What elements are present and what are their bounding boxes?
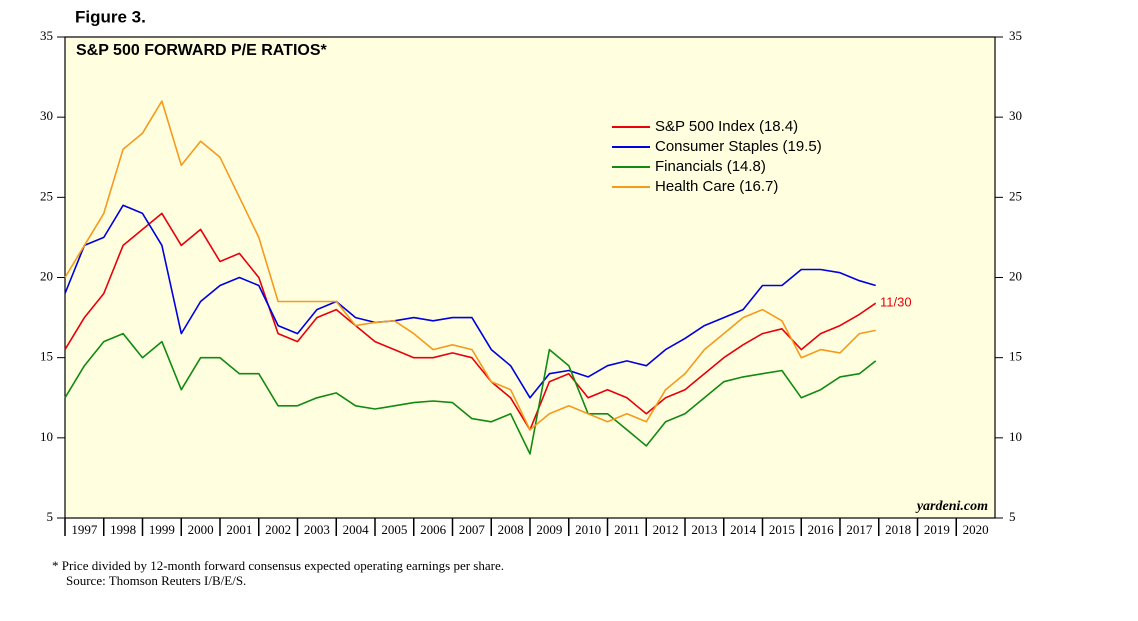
y-tick-label: 15 [40,349,53,364]
series-line [64,332,877,455]
legend-label: Health Care (16.7) [655,178,778,195]
y2-tick-label: 30 [1009,108,1022,123]
x-tick-label: 2016 [808,522,835,537]
y2-tick-label: 25 [1009,188,1022,203]
series-line [64,204,876,399]
y-tick-label: 30 [40,108,53,123]
y2-tick-label: 20 [1009,268,1022,283]
x-tick-label: 2008 [498,522,524,537]
y2-tick-label: 35 [1009,28,1022,43]
y-tick-label: 5 [47,509,54,524]
x-tick-label: 2003 [304,522,330,537]
x-tick-label: 2014 [730,522,757,537]
x-tick-label: 1997 [71,522,98,537]
x-tick-label: 2011 [614,522,640,537]
x-tick-label: 2019 [924,522,950,537]
x-tick-label: 1999 [149,522,175,537]
series-line [64,100,876,431]
x-tick-label: 2002 [265,522,291,537]
plot-area [64,36,996,519]
source: Source: Thomson Reuters I/B/E/S. [66,573,246,588]
x-tick-label: 2007 [459,522,486,537]
y2-tick-label: 5 [1009,509,1016,524]
x-tick-label: 2000 [188,522,214,537]
y-tick-label: 25 [40,188,53,203]
x-tick-label: 2015 [769,522,795,537]
x-tick-label: 2009 [536,522,562,537]
footnote: * Price divided by 12-month forward cons… [52,558,504,573]
y-tick-label: 20 [40,268,53,283]
y2-tick-label: 15 [1009,349,1022,364]
series-line [64,212,877,431]
source-mark: yardeni.com [915,499,988,514]
y-tick-label: 35 [40,28,53,43]
date-annotation: 11/30 [880,294,912,309]
x-tick-label: 2001 [226,522,252,537]
x-tick-label: 2020 [963,522,989,537]
x-tick-label: 2017 [846,522,873,537]
x-tick-label: 2013 [691,522,717,537]
y-tick-label: 10 [40,429,53,444]
x-tick-label: 2018 [885,522,911,537]
legend-label: S&P 500 Index (18.4) [655,118,798,135]
x-tick-label: 2005 [381,522,407,537]
legend-label: Financials (14.8) [655,158,766,175]
y2-tick-label: 10 [1009,429,1022,444]
chart-title: S&P 500 FORWARD P/E RATIOS* [76,42,328,59]
x-tick-label: 2004 [343,522,370,537]
x-tick-label: 2012 [653,522,679,537]
x-tick-label: 1998 [110,522,136,537]
x-tick-label: 2010 [575,522,601,537]
x-tick-label: 2006 [420,522,447,537]
legend-label: Consumer Staples (19.5) [655,138,822,155]
figure-label: Figure 3. [75,7,146,26]
